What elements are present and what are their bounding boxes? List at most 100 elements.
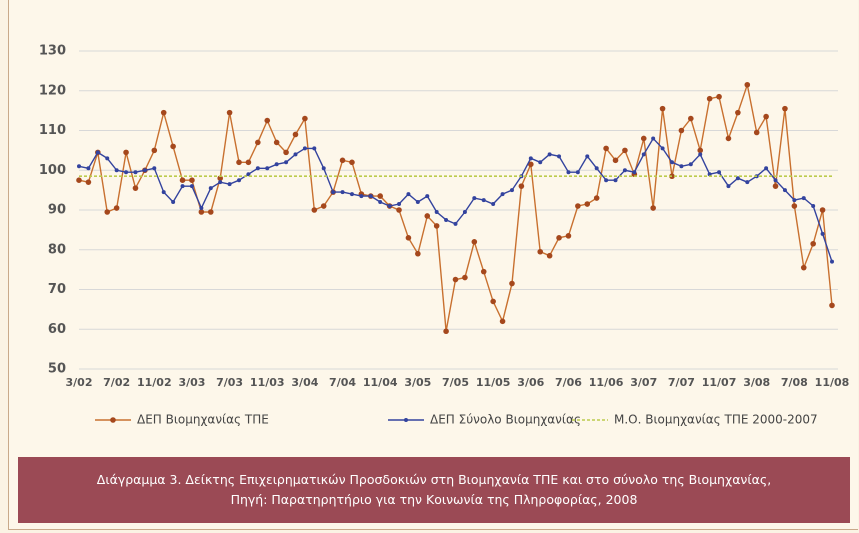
data-point [528, 156, 533, 161]
data-point [640, 135, 647, 142]
data-point [264, 117, 271, 124]
data-point [434, 209, 439, 214]
x-tick-label: 11/05 [476, 376, 511, 389]
data-point [819, 207, 826, 213]
data-point [151, 147, 158, 154]
data-point [349, 192, 354, 197]
data-point [604, 178, 609, 183]
data-point [810, 240, 816, 247]
data-point [753, 129, 760, 136]
legend-label: ΔΕΠ Σύνολο Βιομηχανίας [430, 413, 581, 427]
data-point [678, 127, 685, 134]
data-point [575, 203, 581, 209]
data-point [320, 203, 327, 209]
x-tick-label: 7/04 [329, 376, 356, 389]
data-point [744, 81, 751, 88]
data-point [405, 235, 412, 241]
data-point [105, 156, 110, 161]
data-point [86, 166, 91, 171]
data-point [660, 146, 665, 151]
data-point [773, 178, 778, 183]
data-point [142, 168, 147, 173]
x-tick-label: 11/02 [137, 376, 172, 389]
x-tick-label: 7/07 [668, 376, 695, 389]
x-tick-label: 3/03 [178, 376, 205, 389]
data-point [547, 152, 552, 157]
data-point [726, 184, 731, 189]
y-tick-label: 130 [39, 44, 66, 59]
data-point [499, 318, 506, 325]
data-point [829, 302, 835, 309]
x-tick-label: 3/06 [517, 376, 544, 389]
data-point [706, 95, 713, 102]
x-tick-label: 7/08 [781, 376, 808, 389]
data-point [452, 276, 459, 283]
data-point [679, 164, 684, 169]
data-point [566, 170, 571, 175]
data-point [462, 209, 467, 214]
data-point [236, 159, 242, 166]
data-point [207, 209, 214, 215]
data-point [415, 200, 420, 205]
data-point [152, 166, 157, 171]
data-point [227, 182, 232, 187]
data-point [565, 233, 572, 239]
data-point [339, 157, 346, 164]
data-point [632, 170, 637, 175]
data-point [237, 178, 242, 183]
data-point [415, 250, 421, 257]
x-tick-label: 11/08 [815, 376, 850, 389]
data-point [546, 252, 553, 259]
data-point [406, 192, 411, 197]
data-point [763, 113, 769, 120]
data-point [433, 223, 440, 229]
data-point [593, 195, 600, 201]
data-point [584, 201, 591, 207]
data-point [180, 184, 185, 189]
data-point [622, 168, 627, 173]
y-tick-label: 120 [39, 83, 66, 98]
data-point [293, 152, 298, 157]
data-point [198, 209, 205, 215]
data-point [245, 159, 252, 166]
data-point [274, 162, 279, 167]
series-line [78, 82, 833, 332]
y-tick-label: 100 [39, 163, 66, 178]
data-point [397, 202, 402, 207]
data-point [481, 198, 486, 203]
data-point [302, 146, 307, 151]
data-point [830, 259, 834, 264]
data-point [735, 109, 741, 116]
data-point [801, 196, 806, 201]
legend-label: ΔΕΠ Βιομηχανίας ΤΠΕ [137, 413, 269, 427]
data-point [575, 170, 580, 175]
data-point [500, 192, 505, 197]
data-point [378, 200, 383, 205]
data-point [537, 248, 544, 255]
data-point [669, 160, 674, 165]
data-point [594, 166, 599, 171]
data-point [716, 93, 722, 100]
data-point [622, 147, 628, 154]
data-point [697, 147, 704, 154]
data-point [688, 115, 694, 122]
data-point [425, 194, 430, 199]
x-tick-label: 7/05 [442, 376, 469, 389]
data-point [791, 203, 798, 209]
series-line [78, 137, 833, 262]
x-tick-label: 3/08 [743, 376, 770, 389]
data-point [255, 139, 261, 146]
data-point [612, 157, 619, 164]
data-point [518, 183, 525, 189]
x-tick-label: 11/07 [702, 376, 737, 389]
data-point [292, 131, 299, 138]
data-point [331, 190, 336, 195]
data-point [387, 204, 392, 209]
data-point [509, 188, 514, 193]
data-point [377, 193, 384, 199]
data-point [321, 166, 326, 171]
data-point [782, 188, 787, 193]
data-point [246, 172, 251, 177]
y-tick-label: 90 [48, 203, 66, 218]
data-point [792, 198, 797, 203]
